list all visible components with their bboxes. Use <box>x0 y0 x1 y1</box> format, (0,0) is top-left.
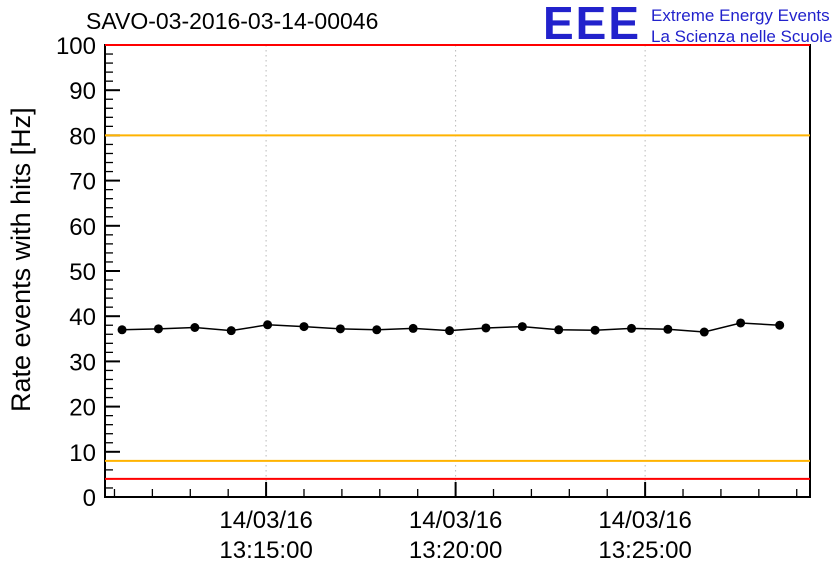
data-point <box>372 325 382 335</box>
eee-logo-line2: La Scienza nelle Scuole <box>651 27 833 46</box>
data-point <box>663 324 673 334</box>
x-tick-label-time: 13:20:00 <box>409 537 502 564</box>
eee-logo: EEE Extreme Energy Events La Scienza nel… <box>543 0 833 47</box>
y-tick-label: 100 <box>56 33 96 60</box>
y-tick-label: 60 <box>69 214 96 241</box>
x-tick-label-date: 14/03/16 <box>598 507 691 534</box>
data-point <box>190 323 200 332</box>
y-tick-label: 30 <box>69 349 96 376</box>
data-point <box>517 322 527 332</box>
data-point <box>226 326 236 336</box>
y-tick-label: 40 <box>69 304 96 331</box>
y-tick-label: 70 <box>69 169 96 196</box>
y-tick-label: 0 <box>83 485 96 512</box>
data-point <box>153 324 163 334</box>
data-point <box>408 323 418 333</box>
data-point <box>117 325 127 335</box>
eee-logo-text: Extreme Energy Events La Scienza nelle S… <box>651 0 832 47</box>
data-point <box>590 325 600 335</box>
eee-logo-line1: Extreme Energy Events <box>651 6 830 25</box>
y-tick-label: 10 <box>69 440 96 467</box>
plot-frame <box>104 44 811 498</box>
data-point <box>299 322 309 332</box>
data-point <box>445 326 455 336</box>
x-tick-label-date: 14/03/16 <box>219 507 312 534</box>
x-tick-label-date: 14/03/16 <box>409 507 502 534</box>
data-point <box>554 325 564 335</box>
data-point <box>263 320 273 330</box>
data-point <box>626 323 636 333</box>
y-tick-label: 90 <box>69 78 96 105</box>
data-point <box>775 320 785 330</box>
data-point <box>335 324 345 334</box>
x-tick-label-time: 13:15:00 <box>219 537 312 564</box>
eee-logo-acronym: EEE <box>543 0 642 49</box>
y-tick-label: 50 <box>69 259 96 286</box>
y-tick-label: 80 <box>69 123 96 150</box>
x-tick-label-time: 13:25:00 <box>598 537 691 564</box>
y-tick-label: 20 <box>69 395 96 422</box>
chart-title: SAVO-03-2016-03-14-00046 <box>86 8 379 34</box>
data-point <box>736 318 746 328</box>
data-point <box>481 323 491 333</box>
data-point <box>699 327 709 337</box>
